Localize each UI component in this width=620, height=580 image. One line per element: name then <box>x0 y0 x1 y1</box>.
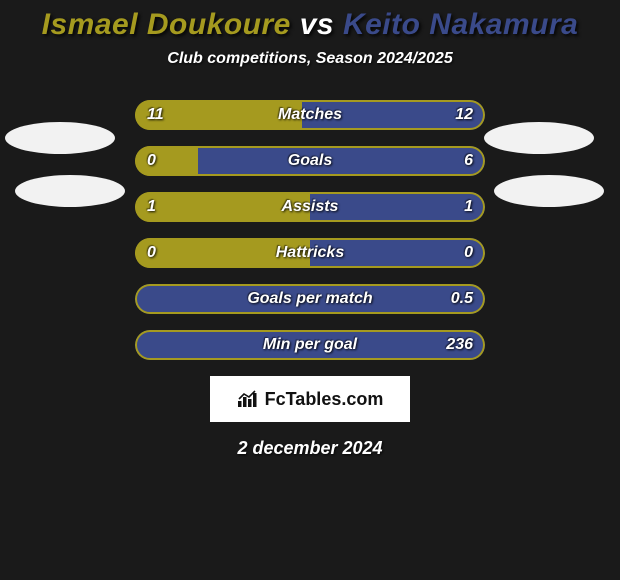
brand-logo-text: FcTables.com <box>265 389 384 410</box>
stat-value-player2: 236 <box>446 330 473 360</box>
flag-ellipse-left <box>5 122 115 154</box>
stat-label: Goals <box>135 146 485 176</box>
stat-row: Hattricks0 0 <box>135 238 485 268</box>
stat-value-player2: 0.5 <box>451 284 473 314</box>
flag-ellipse-right <box>484 122 594 154</box>
stat-value-player1: 0 <box>147 238 156 268</box>
chart-bars-icon <box>237 390 259 408</box>
stat-value-player1: 11 <box>147 100 164 130</box>
stat-label: Min per goal <box>135 330 485 360</box>
stat-value-player2: 1 <box>464 192 473 222</box>
flag-ellipse-right <box>494 175 604 207</box>
stat-row: Min per goal236 <box>135 330 485 360</box>
stat-value-player1: 0 <box>147 146 156 176</box>
flag-ellipse-left <box>15 175 125 207</box>
stats-container: Matches1112Goals06Assists11Hattricks00Go… <box>135 100 485 360</box>
stat-row: Goals0 6 <box>135 146 485 176</box>
stat-row: Goals per match0.5 <box>135 284 485 314</box>
stat-row: Assists1 1 <box>135 192 485 222</box>
stat-value-player1: 1 <box>147 192 156 222</box>
stat-label: Hattricks <box>135 238 485 268</box>
title-player2: Keito Nakamura <box>343 8 578 41</box>
stat-label: Assists <box>135 192 485 222</box>
stat-value-player2: 12 <box>455 100 473 130</box>
stat-value-player2: 0 <box>464 238 473 268</box>
comparison-title: Ismael Doukoure vs Keito Nakamura <box>0 0 620 42</box>
title-vs: vs <box>300 8 334 41</box>
date-text: 2 december 2024 <box>0 438 620 459</box>
brand-logo: FcTables.com <box>210 376 410 422</box>
stat-value-player2: 6 <box>464 146 473 176</box>
stat-label: Goals per match <box>135 284 485 314</box>
stat-label: Matches <box>135 100 485 130</box>
stat-row: Matches11 12 <box>135 100 485 130</box>
subtitle: Club competitions, Season 2024/2025 <box>0 50 620 68</box>
title-player1: Ismael Doukoure <box>42 8 291 41</box>
